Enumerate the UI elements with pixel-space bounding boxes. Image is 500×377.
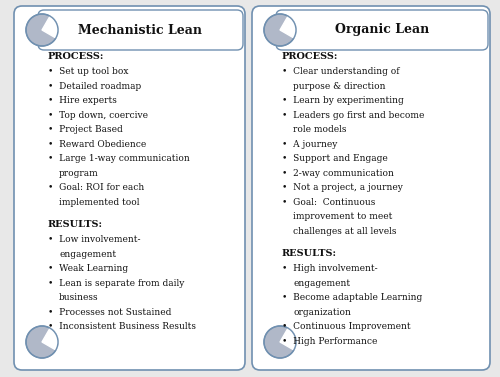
Wedge shape [42,328,58,350]
Text: •  Learn by experimenting: • Learn by experimenting [282,96,404,105]
Text: engagement: engagement [293,279,350,288]
FancyBboxPatch shape [38,10,243,50]
Text: implemented tool: implemented tool [59,198,140,207]
Text: •  Weak Learning: • Weak Learning [48,264,128,273]
Wedge shape [280,16,296,38]
FancyBboxPatch shape [276,10,488,50]
Text: business: business [59,293,98,302]
Wedge shape [42,16,58,38]
Text: PROCESS:: PROCESS: [282,52,339,61]
Text: •  Continuous Improvement: • Continuous Improvement [282,322,410,331]
Text: •  Top down, coercive: • Top down, coercive [48,111,148,120]
Text: program: program [59,169,99,178]
Text: •  High Performance: • High Performance [282,337,378,346]
Text: •  Large 1-way communication: • Large 1-way communication [48,154,190,163]
Text: •  Lean is separate from daily: • Lean is separate from daily [48,279,184,288]
Wedge shape [280,328,296,350]
Text: organization: organization [293,308,351,317]
Text: •  Detailed roadmap: • Detailed roadmap [48,82,142,91]
Circle shape [264,14,296,46]
FancyBboxPatch shape [252,6,490,370]
Circle shape [26,326,58,358]
Text: •  Goal: ROI for each: • Goal: ROI for each [48,183,144,192]
Text: •  High involvement-: • High involvement- [282,264,378,273]
Text: purpose & direction: purpose & direction [293,82,386,91]
Text: PROCESS:: PROCESS: [48,52,104,61]
Text: •  A journey: • A journey [282,140,338,149]
Text: challenges at all levels: challenges at all levels [293,227,397,236]
Text: •  Project Based: • Project Based [48,125,123,134]
Text: •  Not a project, a journey: • Not a project, a journey [282,183,403,192]
Text: •  Clear understanding of: • Clear understanding of [282,67,400,76]
Text: •  Processes not Sustained: • Processes not Sustained [48,308,172,317]
Text: •  2-way communication: • 2-way communication [282,169,394,178]
Text: •  Become adaptable Learning: • Become adaptable Learning [282,293,422,302]
Text: •  Inconsistent Business Results: • Inconsistent Business Results [48,322,196,331]
Text: •  Reward Obedience: • Reward Obedience [48,140,146,149]
Text: RESULTS:: RESULTS: [48,220,103,229]
Text: improvement to meet: improvement to meet [293,212,392,221]
Text: RESULTS:: RESULTS: [282,249,337,258]
Text: engagement: engagement [59,250,116,259]
Text: •  Low involvement-: • Low involvement- [48,236,140,244]
Text: Organic Lean: Organic Lean [335,23,429,37]
Text: •  Support and Engage: • Support and Engage [282,154,388,163]
Circle shape [26,14,58,46]
Text: •  Goal:  Continuous: • Goal: Continuous [282,198,376,207]
Text: •  Leaders go first and become: • Leaders go first and become [282,111,424,120]
Text: Mechanistic Lean: Mechanistic Lean [78,23,202,37]
FancyBboxPatch shape [14,6,245,370]
Text: role models: role models [293,125,346,134]
Text: •  Hire experts: • Hire experts [48,96,117,105]
Text: •  Set up tool box: • Set up tool box [48,67,128,76]
Circle shape [264,326,296,358]
